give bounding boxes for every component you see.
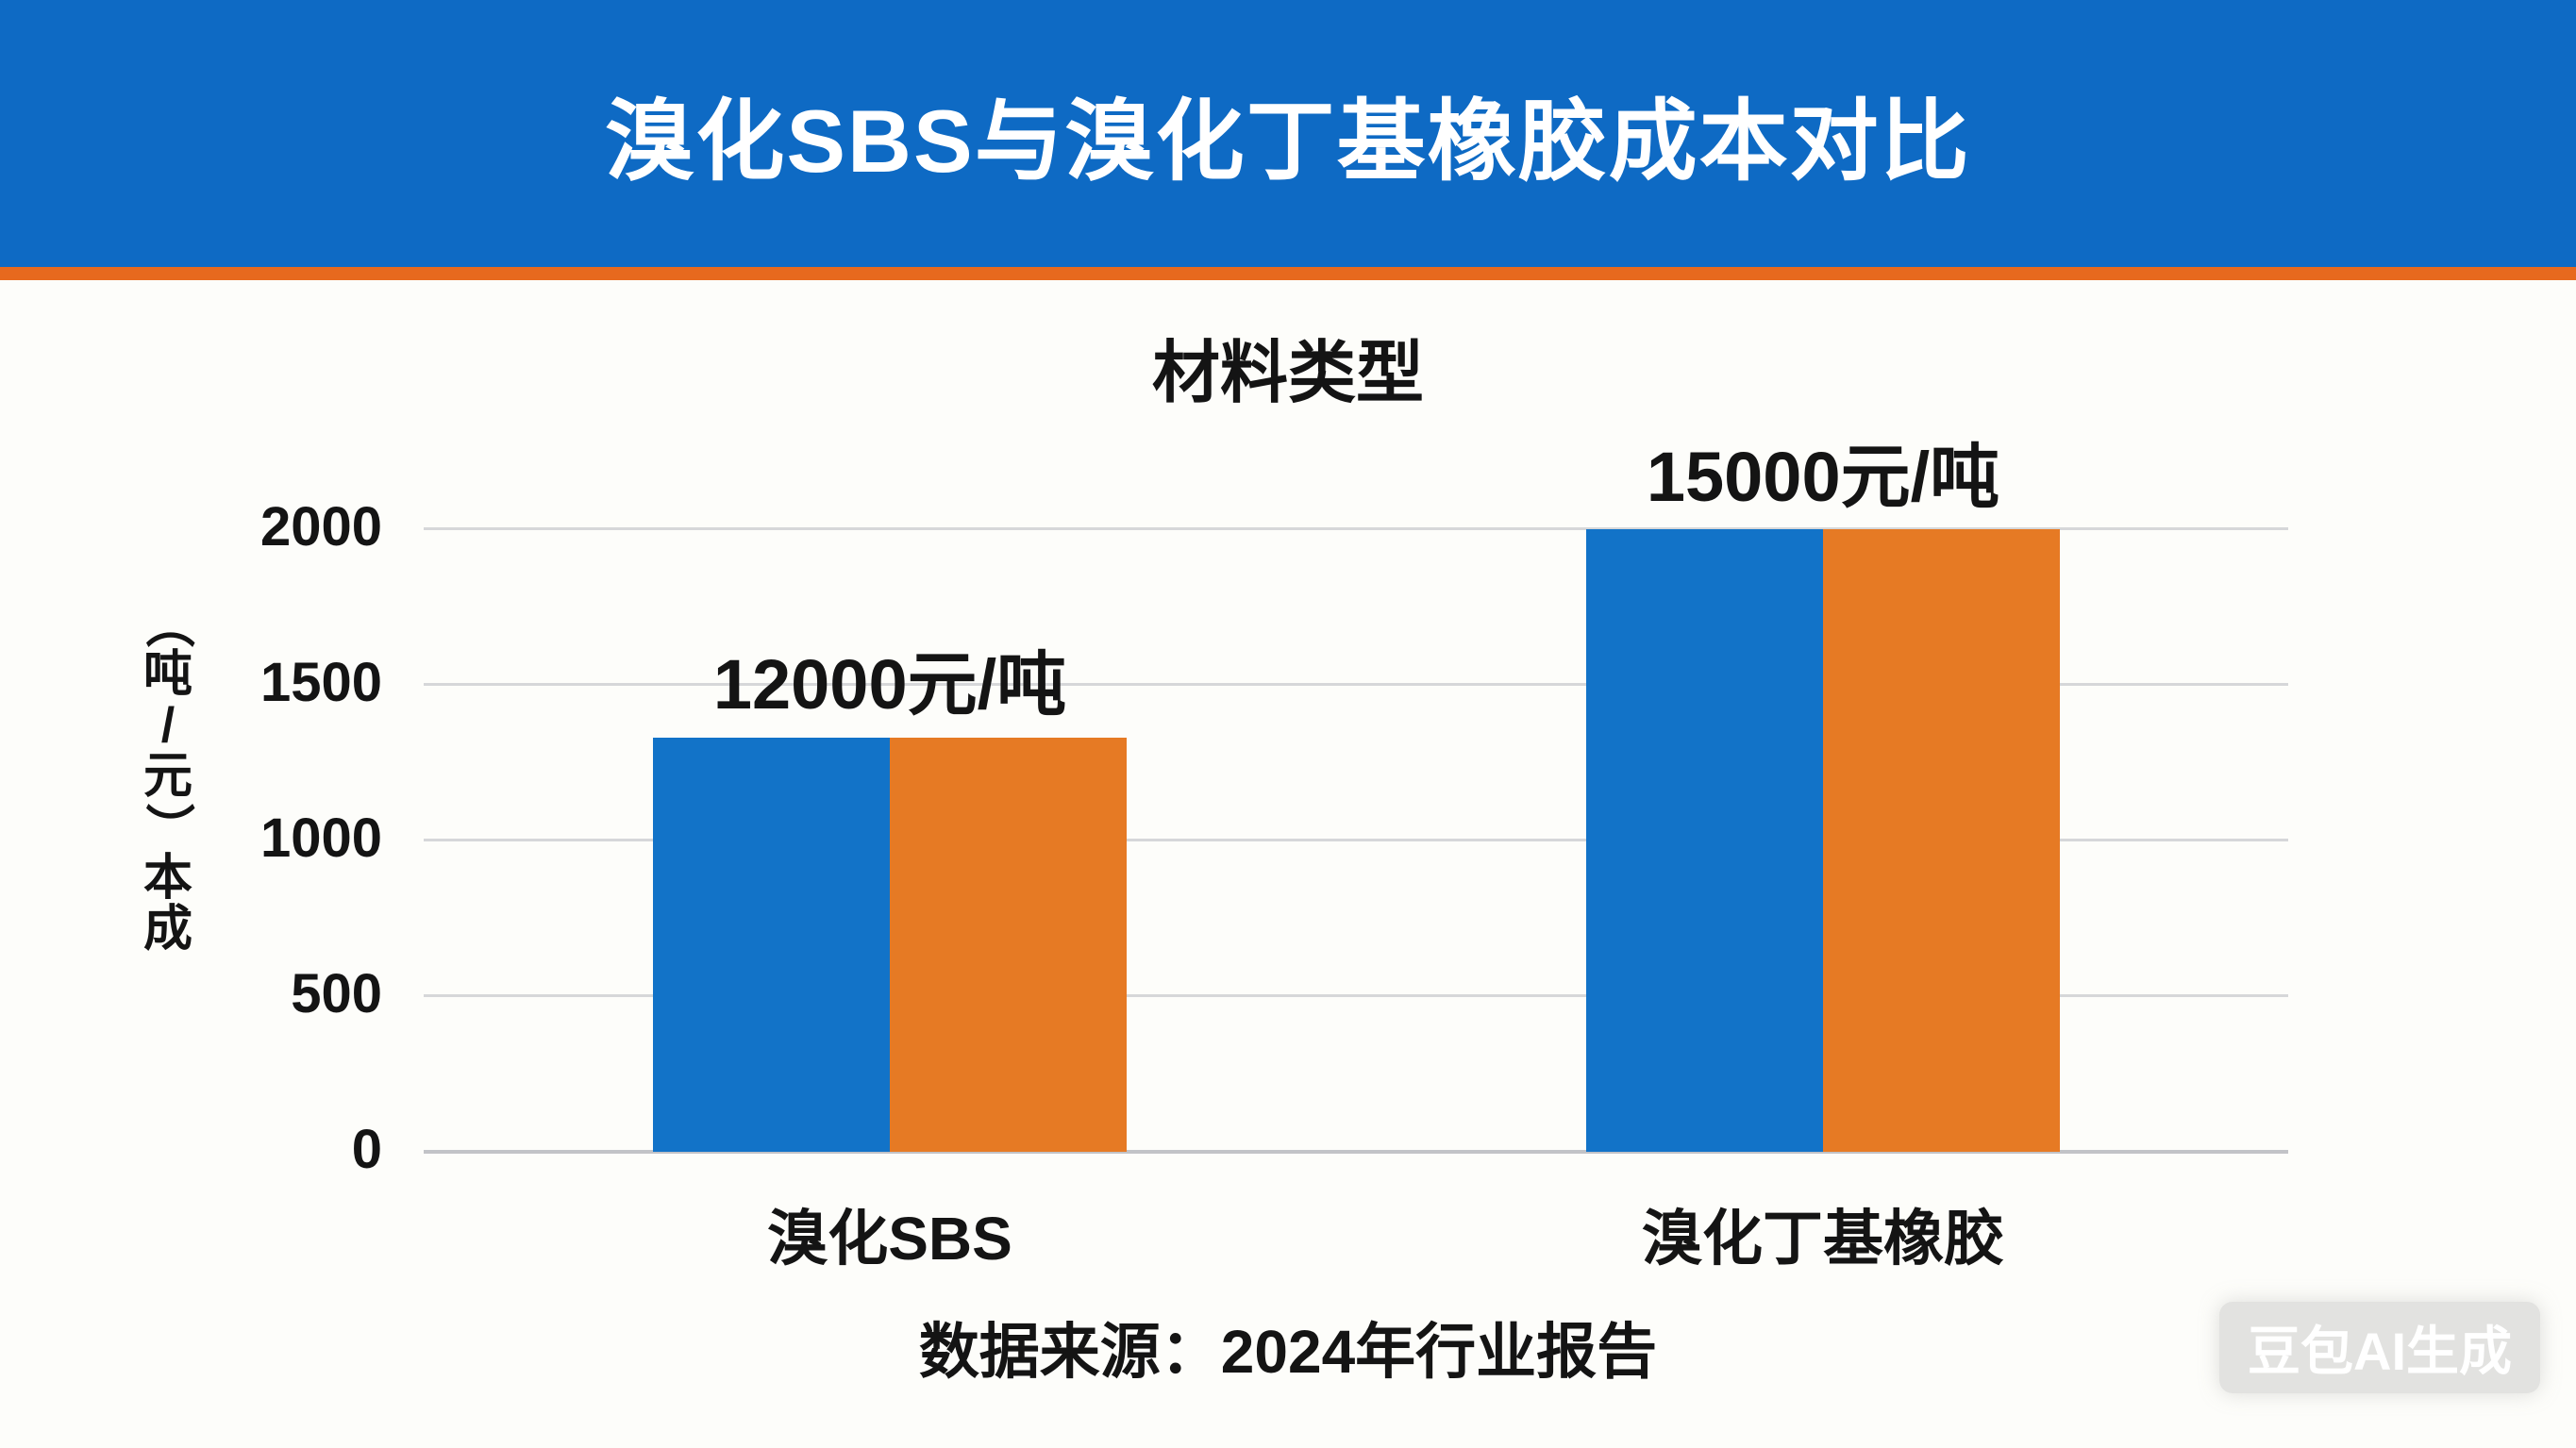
y-tick-1500: 1500 [259, 652, 382, 713]
y-axis-title-char: 本 [142, 851, 192, 906]
x-label-sbs: 溴化SBS [767, 1205, 1012, 1273]
y-tick-0: 0 [351, 1119, 382, 1180]
gridline-0-baseline [424, 1150, 2288, 1154]
bar-butyl-orange [1823, 529, 2060, 1152]
gridline-1000 [424, 839, 2288, 841]
gridline-2000 [424, 527, 2288, 530]
gridline-500 [424, 994, 2288, 997]
gridline-1500 [424, 683, 2288, 686]
y-axis-title-char: 成 [142, 902, 192, 957]
data-source-note: 数据来源：2024年行业报告 [918, 1318, 1658, 1386]
y-tick-1000: 1000 [259, 807, 382, 869]
value-label-sbs: 12000元/吨 [712, 645, 1067, 724]
y-axis-title-char: 元 [142, 749, 192, 804]
x-label-butyl: 溴化丁基橡胶 [1642, 1205, 2004, 1273]
ai-watermark: 豆包AI生成 [2219, 1302, 2540, 1393]
chart-title: 材料类型 [1151, 336, 1424, 411]
y-axis-title: （ 吨 / 元 ） 本 成 [134, 598, 202, 955]
value-label-butyl: 15000元/吨 [1646, 438, 2000, 516]
y-axis-title-char: （ [140, 598, 195, 649]
page-title: 溴化SBS与溴化丁基橡胶成本对比 [605, 91, 1971, 191]
header-accent-stripe [0, 267, 2576, 280]
bar-sbs-orange [890, 738, 1127, 1152]
y-axis-title-char: / [160, 698, 176, 753]
y-axis-title-char: 吨 [142, 647, 192, 702]
bar-sbs-blue [653, 738, 890, 1152]
y-tick-500: 500 [291, 963, 382, 1024]
header-banner: 溴化SBS与溴化丁基橡胶成本对比 [0, 0, 2576, 267]
y-tick-2000: 2000 [259, 496, 382, 558]
bar-butyl-blue [1586, 529, 1823, 1152]
